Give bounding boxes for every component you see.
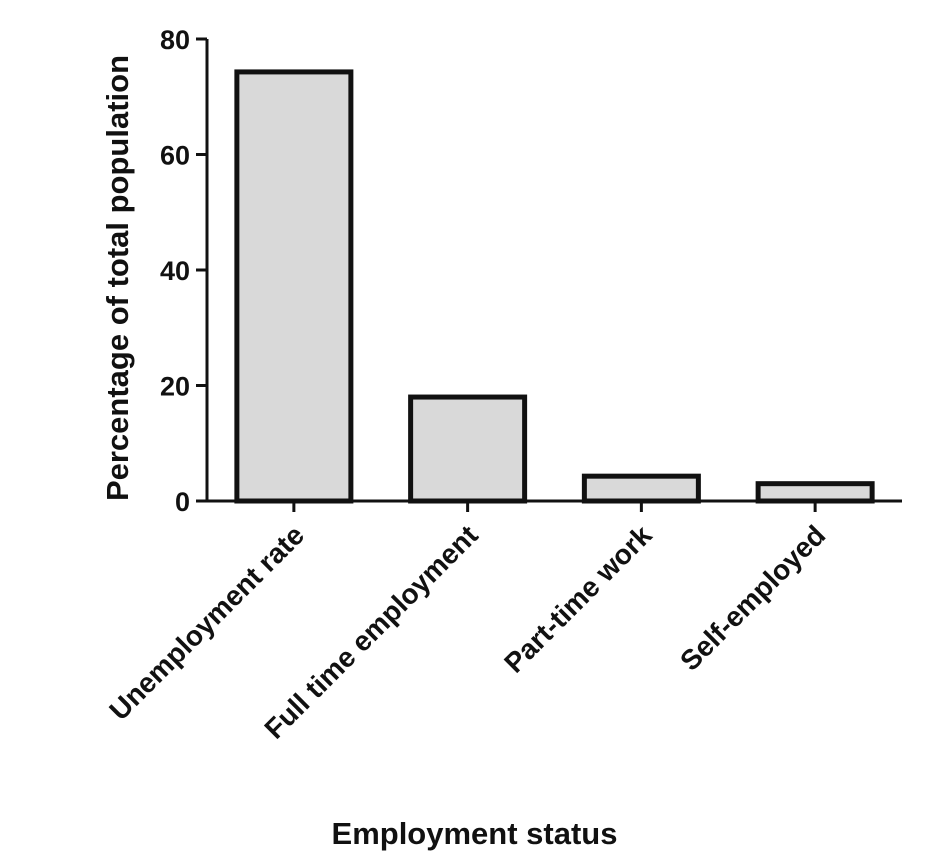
bar — [581, 473, 701, 504]
y-tick-label: 40 — [160, 256, 190, 286]
y-tick-label: 80 — [160, 25, 190, 55]
x-category-label: Self-employed — [674, 519, 831, 676]
y-tick-label: 60 — [160, 141, 190, 171]
x-category-label: Part-time work — [498, 519, 658, 679]
y-axis-title: Percentage of total population — [100, 55, 135, 501]
bar — [408, 394, 528, 504]
y-ticks: 0 20 40 60 80 — [160, 25, 207, 517]
y-tick-label: 20 — [160, 372, 190, 402]
bar — [755, 481, 875, 504]
x-axis-title: Employment status — [332, 816, 618, 851]
bars-layer — [234, 69, 875, 504]
x-category-label: Unemployment rate — [103, 519, 310, 726]
y-tick-label: 0 — [175, 487, 190, 517]
bar — [234, 69, 354, 504]
